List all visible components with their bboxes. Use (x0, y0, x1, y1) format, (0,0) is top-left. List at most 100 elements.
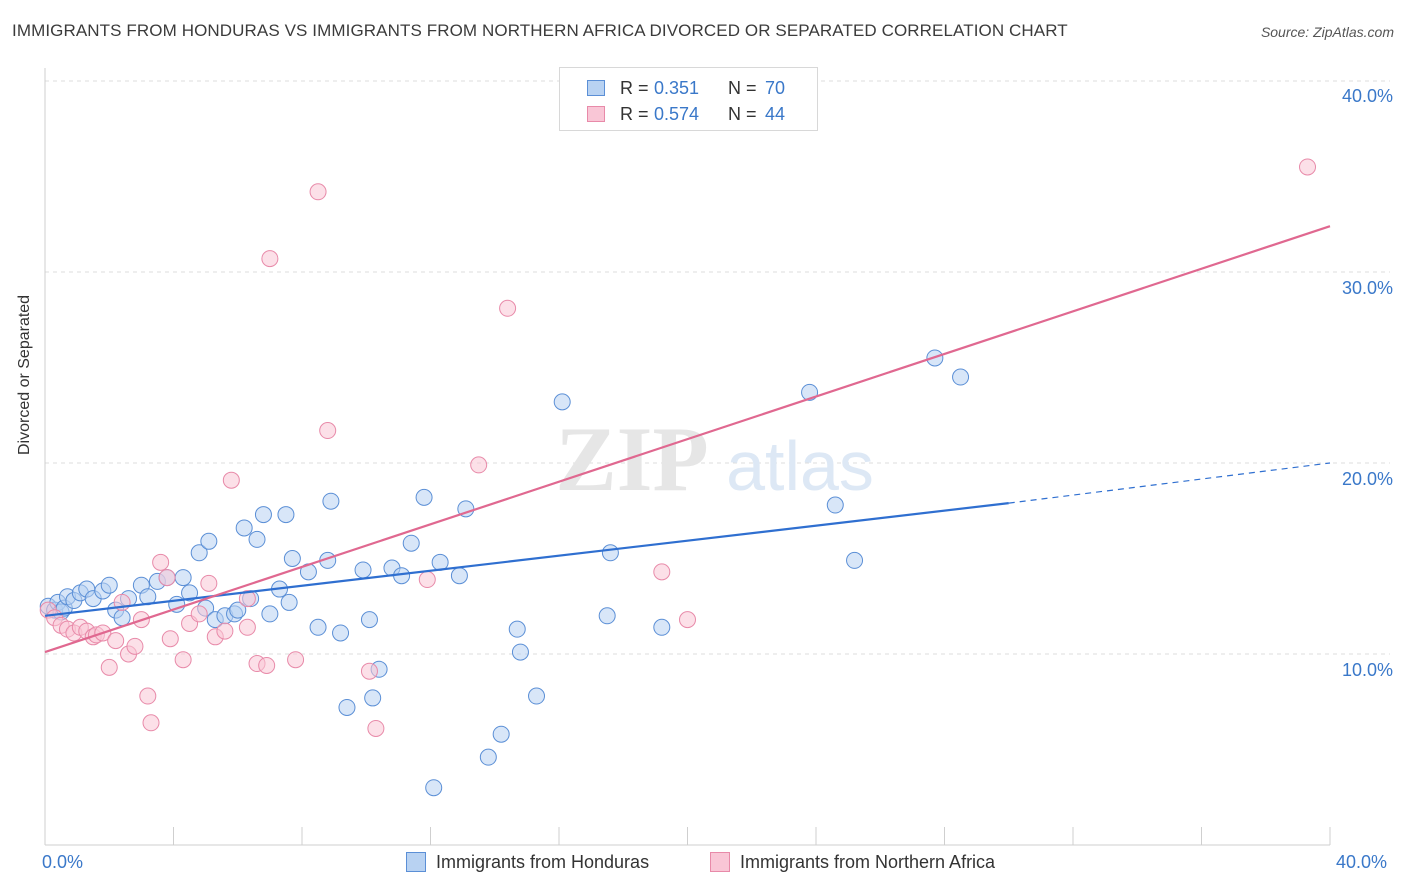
legend-r-value-nafrica: 0.574 (654, 104, 700, 124)
y-tick-label: 40.0% (1341, 86, 1393, 106)
data-point-honduras (425, 779, 443, 797)
data-point-nafrica (287, 651, 305, 669)
data-point-nafrica (126, 637, 144, 655)
data-point-nafrica (238, 618, 256, 636)
axes (44, 68, 1331, 846)
bottom-legend-label-honduras: Immigrants from Honduras (436, 852, 650, 872)
data-point-honduras (846, 551, 864, 569)
data-point-honduras (309, 618, 327, 636)
data-point-honduras (174, 569, 192, 587)
data-point-nafrica (679, 611, 696, 629)
data-point-nafrica (238, 590, 256, 608)
data-point-nafrica (139, 687, 157, 705)
grid-lines (45, 80, 1390, 655)
legend-n-label: N = (728, 78, 757, 98)
watermark-atlas: atlas (726, 427, 874, 505)
legend-row-honduras: R = 0.351 N = 70 (560, 75, 817, 101)
data-point-honduras (508, 620, 526, 638)
legend-r-label: R = (620, 78, 649, 98)
data-point-honduras (322, 492, 340, 510)
series-honduras-points (39, 349, 970, 797)
data-point-honduras (354, 561, 372, 579)
data-point-honduras (338, 698, 356, 716)
bottom-legend-swatch-honduras (406, 852, 426, 872)
y-axis-label: Divorced or Separated (16, 294, 33, 455)
trend-line-honduras-extension (1008, 462, 1331, 504)
trend-line-nafrica (44, 225, 1331, 654)
data-point-nafrica (360, 662, 378, 680)
legend-swatch-honduras (587, 80, 605, 96)
data-point-honduras (511, 643, 529, 661)
data-point-honduras (248, 530, 266, 548)
bottom-legend-label-nafrica: Immigrants from Northern Africa (740, 852, 996, 872)
legend-n-label: N = (728, 104, 757, 124)
data-point-honduras (415, 488, 433, 506)
data-point-honduras (952, 368, 970, 386)
data-point-honduras (283, 550, 301, 567)
chart-title: IMMIGRANTS FROM HONDURAS VS IMMIGRANTS F… (12, 21, 1068, 40)
legend-r-value-honduras: 0.351 (654, 78, 700, 98)
source-label: Source: ZipAtlas.com (1260, 24, 1394, 40)
bottom-legend-nafrica: Immigrants from Northern Africa (710, 852, 995, 873)
x-tick-label-max: 40.0% (1336, 852, 1388, 872)
y-tick-label: 10.0% (1341, 660, 1393, 680)
data-point-honduras (450, 567, 468, 585)
trend-lines (44, 225, 1331, 654)
data-point-nafrica (258, 656, 276, 674)
legend-n-value-honduras: 70 (765, 78, 786, 98)
data-point-honduras (113, 609, 131, 627)
data-point-honduras (479, 748, 497, 766)
data-point-nafrica (200, 574, 218, 592)
series-nafrica-points (39, 158, 1317, 737)
data-point-honduras (261, 605, 279, 623)
data-point-honduras (826, 496, 844, 514)
data-point-nafrica (142, 714, 160, 732)
data-point-nafrica (319, 422, 337, 440)
data-point-nafrica (1299, 158, 1317, 176)
y-tick-label: 30.0% (1341, 278, 1393, 298)
correlation-legend: R = 0.351 N = 70 R = 0.574 N = 44 (559, 67, 818, 131)
data-point-nafrica (216, 622, 234, 640)
data-point-honduras (553, 393, 571, 411)
data-point-nafrica (470, 456, 488, 474)
data-point-honduras (181, 584, 199, 602)
data-point-honduras (332, 624, 350, 642)
data-point-honduras (601, 544, 619, 562)
x-tick-label-min: 0.0% (42, 852, 84, 872)
data-point-honduras (200, 532, 218, 550)
data-point-honduras (229, 601, 247, 619)
data-point-nafrica (261, 250, 279, 268)
trend-line-honduras (44, 502, 1009, 617)
legend-row-nafrica: R = 0.574 N = 44 (560, 101, 817, 127)
data-point-honduras (277, 506, 295, 524)
data-point-nafrica (190, 605, 208, 623)
bottom-legend-swatch-nafrica (710, 852, 730, 872)
data-point-nafrica (161, 630, 179, 648)
y-tick-label: 20.0% (1341, 469, 1393, 489)
data-point-nafrica (174, 651, 192, 669)
data-point-honduras (528, 687, 546, 705)
legend-swatch-nafrica (587, 106, 605, 122)
data-point-honduras (190, 544, 208, 562)
data-point-honduras (235, 519, 253, 537)
bottom-legend-honduras: Immigrants from Honduras (406, 852, 649, 873)
watermark-zip: ZIP (555, 408, 708, 510)
data-point-honduras (364, 689, 382, 707)
data-point-nafrica (222, 471, 240, 489)
data-point-nafrica (158, 569, 176, 587)
legend-r-label: R = (620, 104, 649, 124)
data-point-nafrica (107, 632, 125, 650)
data-point-nafrica (367, 719, 385, 737)
data-point-nafrica (418, 571, 436, 589)
data-point-honduras (653, 618, 671, 636)
data-point-honduras (280, 593, 298, 611)
legend-n-value-nafrica: 44 (765, 104, 786, 124)
data-point-honduras (360, 611, 378, 629)
data-point-honduras (100, 576, 118, 594)
data-point-nafrica (152, 553, 170, 571)
data-point-honduras (492, 725, 510, 743)
data-point-honduras (598, 607, 616, 625)
data-point-honduras (402, 534, 420, 552)
data-point-nafrica (100, 658, 118, 676)
